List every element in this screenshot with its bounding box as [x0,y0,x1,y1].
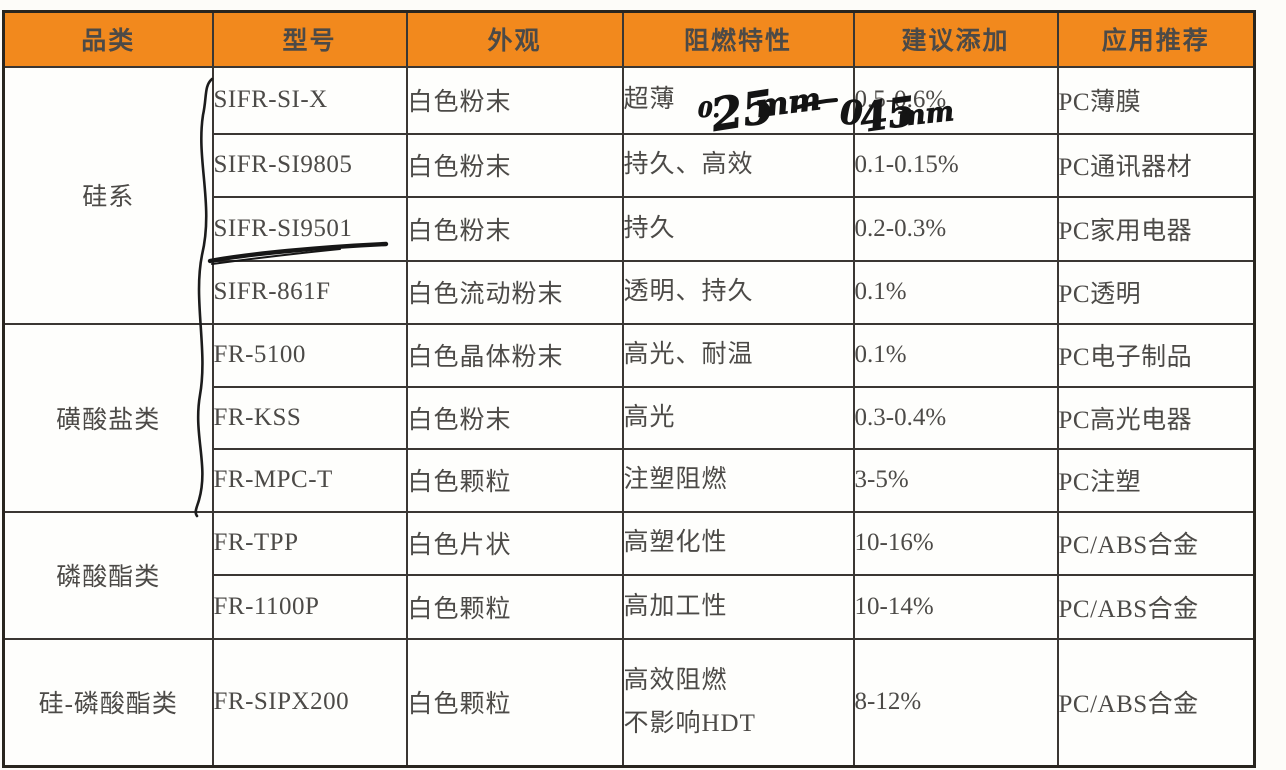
feature-cell: 超薄 [621,65,855,135]
appearance-cell: 白色颗粒 [405,573,624,640]
application-cell: PC电子制品 [1056,322,1256,388]
application-cell: PC高光电器 [1056,385,1256,450]
application-cell: PC薄膜 [1056,65,1256,135]
appearance-cell: 白色流动粉末 [405,259,624,325]
flame-retardant-product-table: 品类 型号 外观 阻燃特性 建议添加 应用推荐 硅系 SIFR-SI-X 白色粉… [2,10,1256,768]
appearance-cell: 白色片状 [405,510,624,576]
model-cell: FR-1100P [211,573,408,640]
appearance-cell: 白色粉末 [405,195,624,262]
dosage-cell: 10-14% [852,573,1059,640]
table-row: 磺酸盐类 FR-5100 白色晶体粉末 高光、耐温 0.1% PC电子制品 [2,322,1256,513]
feature-cell: 注塑阻燃 [621,447,855,513]
table-row: 硅-磷酸酯类 FR-SIPX200 白色颗粒 高效阻燃 不影响HDT 8-12%… [2,637,1256,768]
feature-cell: 持久 [621,195,855,262]
model-cell: FR-MPC-T [211,447,408,513]
model-cell: FR-TPP [211,510,408,576]
appearance-cell: 白色粉末 [405,385,624,450]
application-cell: PC/ABS合金 [1056,573,1256,640]
dosage-cell: 8-12% [852,637,1059,768]
category-cell-phosphate: 磷酸酯类 [2,510,214,640]
col-header-application: 应用推荐 [1056,10,1256,68]
col-header-feature: 阻燃特性 [621,10,855,68]
application-cell: PC/ABS合金 [1056,637,1256,768]
feature-cell: 高加工性 [621,573,855,640]
dosage-cell: 10-16% [852,510,1059,576]
feature-cell: 持久、高效 [621,132,855,198]
col-header-appearance: 外观 [405,10,624,68]
table-row: FR-MPC-T 白色颗粒 注塑阻燃 3-5% PC注塑 [4,447,1256,513]
dosage-cell: 3-5% [852,447,1059,513]
model-cell: SIFR-SI-X [211,65,408,135]
feature-cell: 高光、耐温 [621,322,855,388]
col-header-category: 品类 [2,10,214,68]
model-cell: SIFR-861F [211,259,408,325]
model-cell: FR-KSS [211,385,408,450]
feature-cell: 高光 [621,385,855,450]
application-cell: PC透明 [1056,259,1256,325]
feature-cell: 高塑化性 [621,510,855,576]
table-row: 硅系 SIFR-SI-X 白色粉末 超薄 0.5-0.6% PC薄膜 [2,65,1256,325]
appearance-cell: 白色粉末 [405,132,624,198]
table-row: 磷酸酯类 FR-TPP 白色片状 高塑化性 10-16% PC/ABS合金 [2,510,1256,640]
application-cell: PC/ABS合金 [1056,510,1256,576]
appearance-cell: 白色粉末 [405,65,624,135]
feature-cell: 高效阻燃 不影响HDT [621,637,855,768]
header-row: 品类 型号 外观 阻燃特性 建议添加 应用推荐 [2,10,1256,68]
col-header-dosage: 建议添加 [852,10,1059,68]
model-cell-underlined: SIFR-SI9501 [211,195,408,262]
dosage-cell: 0.1-0.15% [852,132,1059,198]
category-cell-silicone-phosphate: 硅-磷酸酯类 [2,637,214,768]
application-cell: PC注塑 [1056,447,1256,513]
dosage-cell: 0.1% [852,322,1059,388]
category-cell-silicone: 硅系 [2,65,214,325]
table-row: FR-1100P 白色颗粒 高加工性 10-14% PC/ABS合金 [4,573,1256,640]
model-cell: FR-5100 [211,322,408,388]
dosage-cell: 0.3-0.4% [852,385,1059,450]
appearance-cell: 白色颗粒 [405,637,624,768]
application-cell: PC家用电器 [1056,195,1256,262]
table-row: FR-KSS 白色粉末 高光 0.3-0.4% PC高光电器 [4,385,1256,450]
category-cell-sulfonate: 磺酸盐类 [2,322,214,513]
appearance-cell: 白色晶体粉末 [405,322,624,388]
feature-cell: 透明、持久 [621,259,855,325]
dosage-cell: 0.2-0.3% [852,195,1059,262]
table-row: SIFR-SI9805 白色粉末 持久、高效 0.1-0.15% PC通讯器材 [4,132,1256,198]
model-cell: FR-SIPX200 [211,637,408,768]
dosage-cell: 0.5-0.6% [852,65,1059,135]
dosage-cell: 0.1% [852,259,1059,325]
table-row: SIFR-861F 白色流动粉末 透明、持久 0.1% PC透明 [4,259,1256,325]
model-cell: SIFR-SI9805 [211,132,408,198]
col-header-model: 型号 [211,10,408,68]
appearance-cell: 白色颗粒 [405,447,624,513]
application-cell: PC通讯器材 [1056,132,1256,198]
